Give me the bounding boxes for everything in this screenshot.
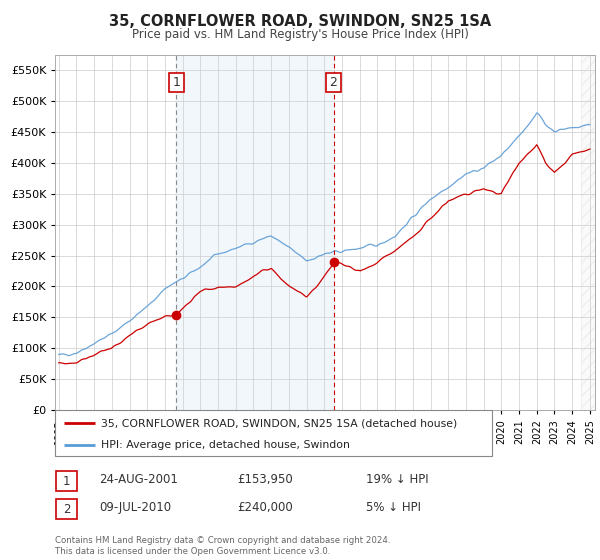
Text: 2: 2 (63, 502, 70, 516)
Bar (581, 55, 595, 410)
Text: 2: 2 (329, 76, 337, 89)
Text: Price paid vs. HM Land Registry's House Price Index (HPI): Price paid vs. HM Land Registry's House … (131, 28, 469, 41)
Text: HPI: Average price, detached house, Swindon: HPI: Average price, detached house, Swin… (101, 440, 350, 450)
Text: 1: 1 (63, 474, 70, 488)
Text: 24-AUG-2001: 24-AUG-2001 (99, 473, 178, 487)
Text: £240,000: £240,000 (237, 501, 293, 515)
Text: Contains HM Land Registry data © Crown copyright and database right 2024.
This d: Contains HM Land Registry data © Crown c… (55, 536, 391, 556)
Text: 1: 1 (173, 76, 181, 89)
Text: 35, CORNFLOWER ROAD, SWINDON, SN25 1SA (detached house): 35, CORNFLOWER ROAD, SWINDON, SN25 1SA (… (101, 418, 457, 428)
Text: 35, CORNFLOWER ROAD, SWINDON, SN25 1SA: 35, CORNFLOWER ROAD, SWINDON, SN25 1SA (109, 14, 491, 29)
Bar (581, 55, 595, 410)
Bar (176, 55, 334, 410)
Text: 5% ↓ HPI: 5% ↓ HPI (366, 501, 421, 515)
Text: £153,950: £153,950 (237, 473, 293, 487)
Text: 09-JUL-2010: 09-JUL-2010 (99, 501, 171, 515)
Text: 19% ↓ HPI: 19% ↓ HPI (366, 473, 428, 487)
